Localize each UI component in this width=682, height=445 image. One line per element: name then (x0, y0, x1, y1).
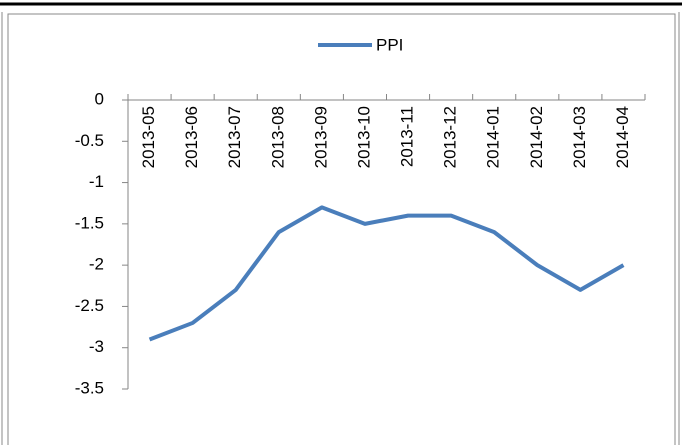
x-tick-label: 2014-01 (484, 106, 503, 168)
line-series (148, 205, 625, 342)
x-tick-label: 2013-07 (225, 106, 244, 168)
x-tick-label: 2014-03 (570, 106, 589, 168)
x-tick-label: 2014-02 (527, 106, 546, 168)
x-tick-label: 2014-04 (613, 106, 632, 168)
x-tick-label: 2013-09 (311, 106, 330, 168)
y-tick-label: -3.5 (75, 378, 104, 397)
x-tick-label: 2013-10 (354, 106, 373, 168)
y-tick-label: -2 (89, 255, 104, 274)
x-tick-label: 2013-06 (182, 106, 201, 168)
chart-border (7, 13, 676, 445)
y-tick-label: -2.5 (75, 296, 104, 315)
y-tick-label: -3 (89, 337, 104, 356)
y-tick-label: 0 (95, 89, 104, 108)
y-tick-label: -1.5 (75, 213, 104, 232)
x-tick-label: 2013-05 (139, 106, 158, 168)
x-tick-label: 2013-08 (268, 106, 287, 168)
x-tick-label: 2013-11 (398, 106, 417, 167)
legend-label: PPI (376, 35, 403, 54)
y-tick-label: -1 (89, 172, 104, 191)
x-tick-label: 2013-12 (441, 106, 460, 168)
y-tick-label: -0.5 (75, 131, 104, 150)
